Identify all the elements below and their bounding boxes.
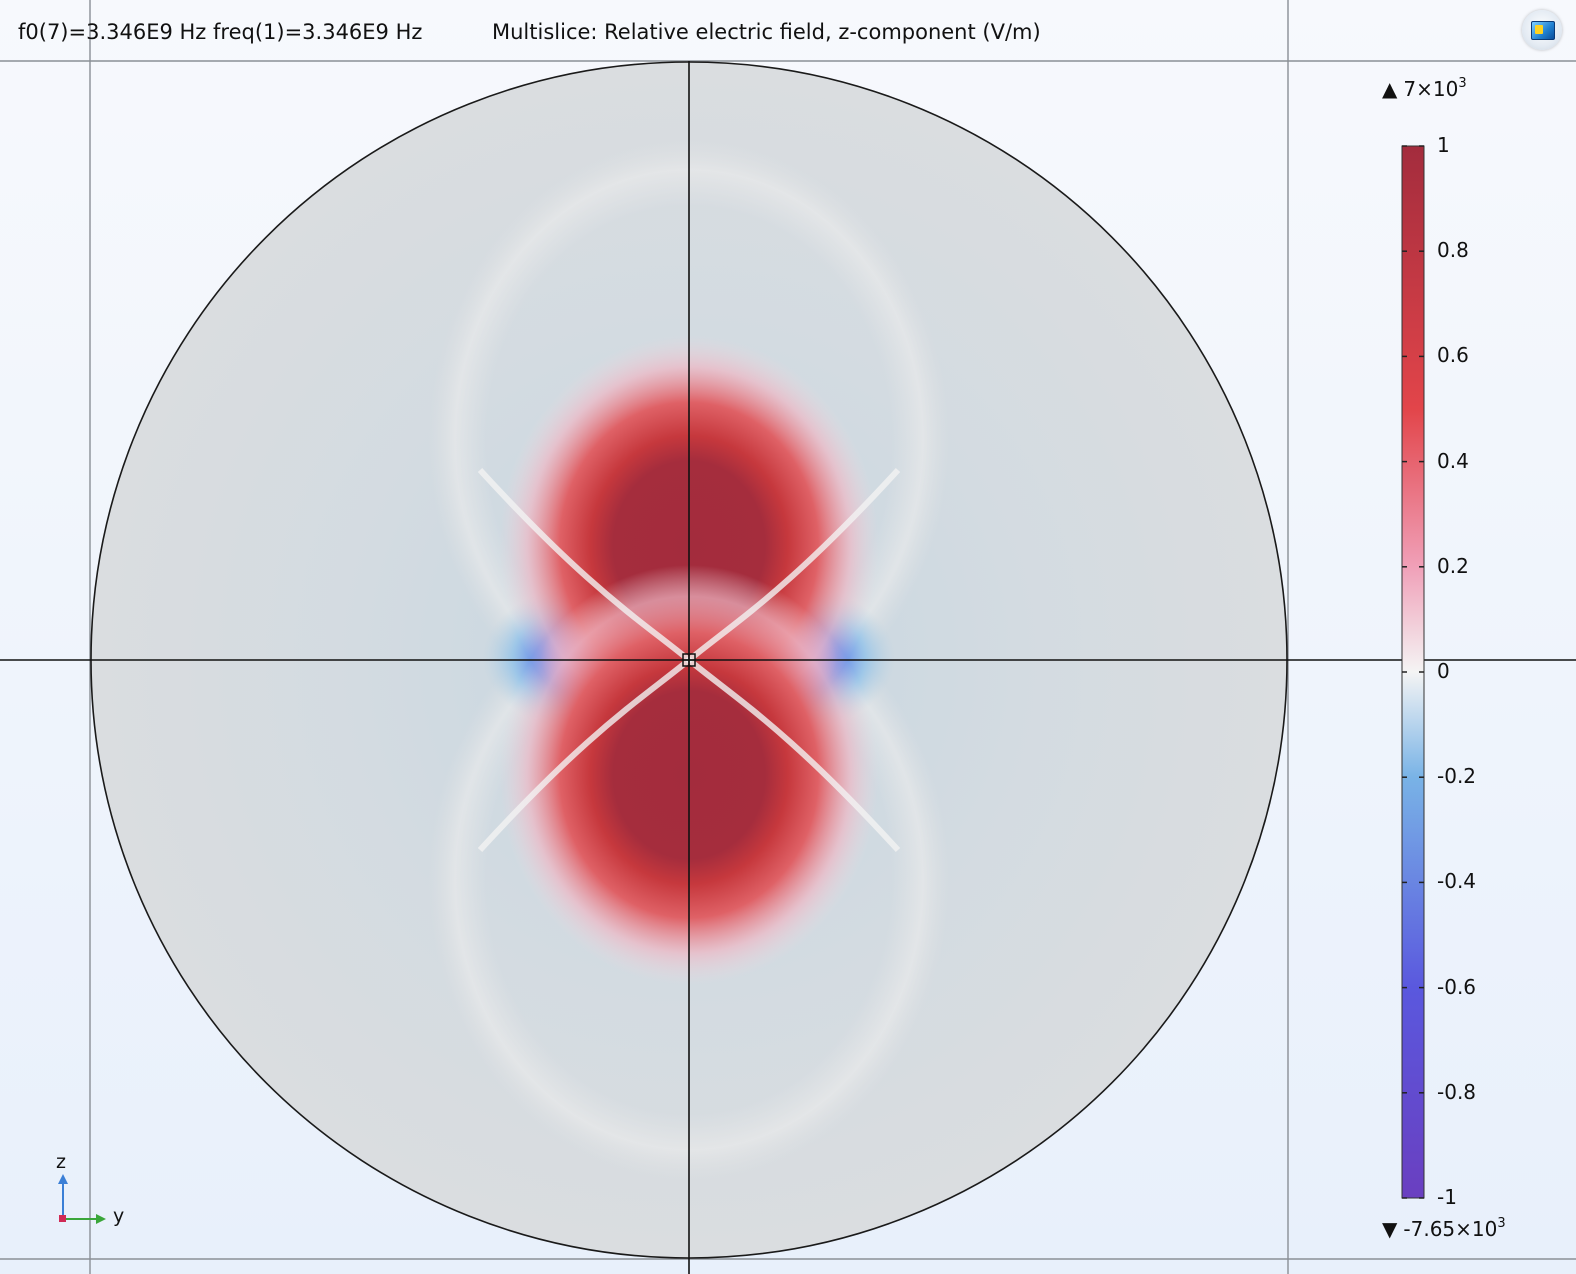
colorbar-tick-label: -0.2 (1437, 764, 1477, 789)
frequency-label: f0(7)=3.346E9 Hz freq(1)=3.346E9 Hz (18, 20, 423, 44)
origin-marker (682, 653, 696, 667)
colorbar-tick-label: 1 (1437, 133, 1450, 157)
colorbar-max-exponent: 3 (1458, 76, 1467, 91)
colorbar-tick-label: -0.6 (1437, 974, 1477, 999)
crosshair (0, 61, 1576, 1274)
axis-label-z: z (56, 1151, 66, 1173)
colorbar-min-exponent: 3 (1497, 1216, 1506, 1231)
triangle-up-icon: ▲ (1382, 77, 1398, 101)
colorbar-tick-label: 0.8 (1437, 238, 1469, 263)
x-axis-marker (59, 1215, 66, 1222)
colorbar-tick-label: 0 (1437, 659, 1450, 683)
colorbar-tick-label: -0.8 (1437, 1079, 1477, 1104)
axis-label-y: y (113, 1205, 125, 1227)
colorbar-tick-label: 0.6 (1437, 343, 1469, 368)
plot-title: Multislice: Relative electric field, z-c… (492, 20, 1041, 44)
colorbar-tick-label: -0.4 (1437, 869, 1477, 894)
colorbar-tick-marks (1402, 145, 1424, 1199)
colorbar-min-value: -7.65×10 (1403, 1217, 1498, 1241)
view-window-icon[interactable] (1522, 10, 1562, 50)
colorbar-tick-label: 0.4 (1437, 448, 1469, 473)
colorbar-tick-label: 0.2 (1437, 553, 1469, 578)
colorbar-tick-label: -1 (1437, 1185, 1457, 1209)
colorbar-min: ▼ -7.65×103 (1382, 1216, 1506, 1241)
colorbar-max-value: 7×10 (1403, 77, 1459, 101)
axis-triad (58, 1174, 106, 1224)
triangle-down-icon: ▼ (1382, 1217, 1398, 1241)
colorbar-max: ▲ 7×103 (1382, 76, 1467, 101)
